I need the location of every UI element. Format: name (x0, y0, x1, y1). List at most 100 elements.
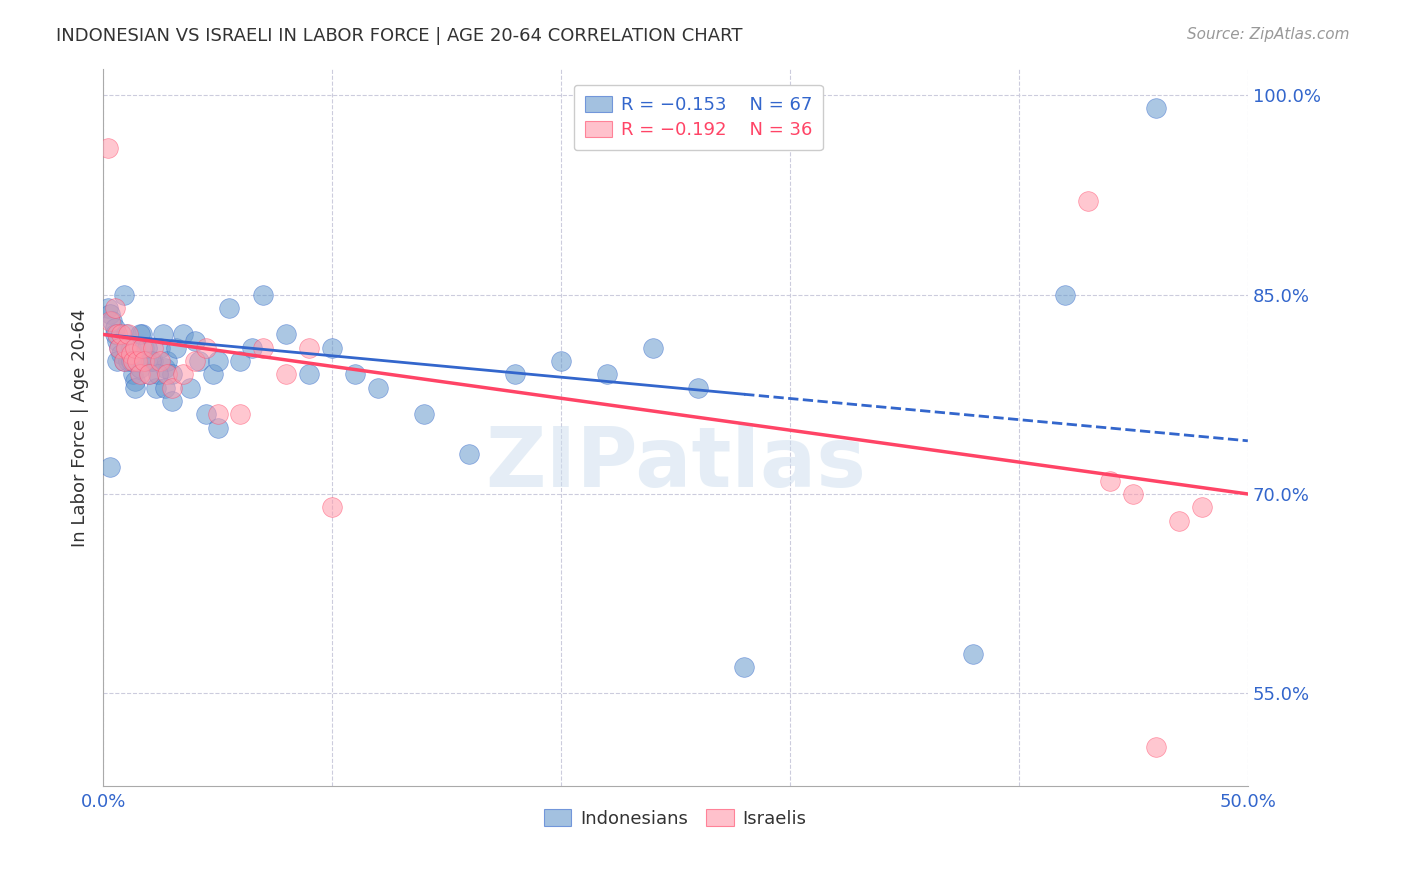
Point (276, 368, 298, 382)
Point (298, 368, 321, 382)
Point (550, 354, 572, 368)
Point (240, 341, 263, 355)
Point (458, 447, 481, 461)
Text: INDONESIAN VS ISRAELI IN LABOR FORCE | AGE 20-64 CORRELATION CHART: INDONESIAN VS ISRAELI IN LABOR FORCE | A… (56, 27, 742, 45)
Point (252, 341, 274, 355)
Point (160, 368, 183, 382)
Point (103, 327, 125, 342)
Point (156, 368, 179, 382)
Point (195, 341, 218, 355)
Point (135, 354, 157, 368)
Point (1168, 514, 1191, 528)
Point (120, 341, 142, 355)
Point (110, 347, 132, 361)
Point (98, 314, 121, 328)
Point (98, 308, 121, 322)
Point (120, 354, 142, 368)
Legend: Indonesians, Israelis: Indonesians, Israelis (537, 802, 814, 835)
Point (124, 381, 146, 395)
Point (138, 368, 160, 382)
Point (688, 381, 710, 395)
Point (108, 341, 131, 355)
Point (149, 341, 172, 355)
Point (229, 354, 252, 368)
Point (105, 354, 128, 368)
Point (1053, 287, 1076, 301)
Point (321, 500, 343, 515)
Point (103, 320, 125, 334)
Point (343, 368, 366, 382)
Point (131, 341, 153, 355)
Point (135, 341, 157, 355)
Point (156, 354, 179, 368)
Point (108, 341, 131, 355)
Text: ZIPatlas: ZIPatlas (485, 423, 866, 504)
Point (195, 407, 218, 421)
Point (412, 407, 434, 421)
Point (141, 354, 163, 368)
Point (152, 327, 174, 342)
Point (145, 381, 167, 395)
Point (1191, 500, 1213, 515)
Point (103, 301, 125, 315)
Point (101, 314, 124, 328)
Point (183, 334, 205, 348)
Point (1144, 102, 1167, 116)
Point (596, 368, 619, 382)
Y-axis label: In Labor Force | Age 20-64: In Labor Force | Age 20-64 (72, 309, 89, 547)
Point (127, 354, 149, 368)
Point (367, 381, 389, 395)
Point (115, 327, 138, 342)
Point (503, 368, 526, 382)
Point (117, 327, 139, 342)
Point (98, 460, 121, 475)
Point (160, 381, 183, 395)
Point (110, 327, 132, 342)
Point (321, 341, 343, 355)
Point (207, 407, 229, 421)
Point (229, 407, 252, 421)
Point (142, 341, 165, 355)
Point (165, 341, 187, 355)
Point (153, 381, 176, 395)
Point (962, 647, 984, 661)
Point (122, 354, 145, 368)
Point (122, 368, 145, 382)
Point (179, 381, 201, 395)
Point (1144, 739, 1167, 754)
Point (128, 327, 150, 342)
Point (138, 368, 160, 382)
Point (149, 354, 172, 368)
Point (105, 334, 128, 348)
Point (172, 327, 194, 342)
Point (276, 327, 298, 342)
Point (112, 354, 135, 368)
Point (146, 368, 169, 382)
Point (641, 341, 664, 355)
Point (124, 374, 146, 388)
Point (172, 368, 194, 382)
Point (117, 354, 139, 368)
Point (112, 354, 135, 368)
Point (127, 354, 149, 368)
Point (160, 393, 183, 408)
Point (142, 354, 165, 368)
Point (733, 660, 755, 674)
Point (134, 341, 156, 355)
Point (188, 354, 211, 368)
Point (252, 287, 274, 301)
Point (1077, 194, 1099, 209)
Point (1122, 487, 1144, 501)
Point (115, 341, 138, 355)
Point (207, 420, 229, 434)
Point (124, 341, 146, 355)
Point (153, 360, 176, 375)
Point (97, 301, 120, 315)
Point (134, 354, 156, 368)
Point (207, 354, 229, 368)
Point (97, 141, 120, 155)
Point (112, 287, 135, 301)
Point (298, 341, 321, 355)
Point (183, 354, 205, 368)
Point (202, 368, 225, 382)
